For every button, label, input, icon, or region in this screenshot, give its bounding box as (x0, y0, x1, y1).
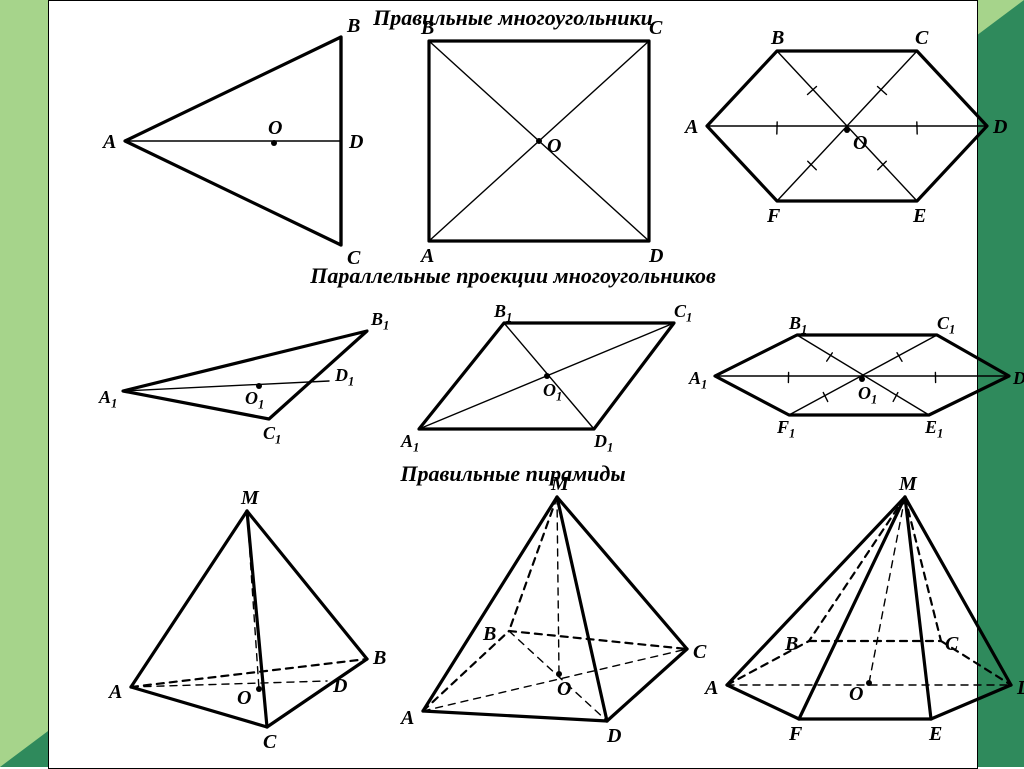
vertex-label: A (401, 707, 414, 730)
vertex-label: C (347, 247, 360, 270)
vertex-label: F1 (777, 417, 795, 442)
vertex-label: A (705, 677, 718, 700)
vertex-label: O (268, 117, 282, 140)
vertex-label: B (771, 27, 784, 50)
vertex-label: O (557, 678, 571, 701)
vertex-label: B (347, 15, 360, 38)
triangle-diagram (119, 31, 379, 251)
hexagon-projection-diagram (709, 321, 1019, 431)
vertex-label: D (993, 116, 1007, 139)
vertex-label: E1 (925, 417, 943, 442)
vertex-label: A1 (689, 368, 707, 393)
vertex-label: O1 (858, 383, 877, 408)
vertex-label: D1 (335, 365, 354, 390)
vertex-label: A (421, 245, 434, 268)
vertex-label: C (915, 27, 928, 50)
hexagonal-pyramid-diagram (719, 491, 1024, 751)
square-pyramid-diagram (409, 491, 709, 751)
vertex-label: O (547, 135, 561, 158)
square-diagram (409, 31, 669, 251)
vertex-label: D (607, 725, 621, 748)
vertex-label: B1 (789, 313, 807, 338)
vertex-label: B (373, 647, 386, 670)
triangular-pyramid-diagram (119, 501, 399, 751)
vertex-label: B1 (494, 301, 512, 326)
vertex-label: D1 (1013, 368, 1024, 393)
vertex-label: E (929, 723, 942, 746)
heading-projections: Параллельные проекции многоугольников (49, 263, 977, 289)
vertex-label: A1 (401, 431, 419, 456)
vertex-label: F (767, 205, 780, 228)
vertex-label: C (693, 641, 706, 664)
vertex-label: B (483, 623, 496, 646)
square-projection-diagram (409, 311, 689, 441)
heading-pyramids: Правильные пирамиды (49, 461, 977, 487)
vertex-label: M (551, 473, 569, 496)
vertex-label: B (421, 17, 434, 40)
vertex-label: C1 (263, 423, 281, 448)
vertex-label: M (899, 473, 917, 496)
vertex-label: C (263, 731, 276, 754)
vertex-label: D (349, 131, 363, 154)
hexagon-diagram (699, 31, 999, 231)
vertex-label: A (103, 131, 116, 154)
vertex-label: O (849, 683, 863, 706)
page: Правильные многоугольники Параллельные п… (48, 0, 978, 769)
vertex-label: D (1017, 677, 1024, 700)
vertex-label: D (333, 675, 347, 698)
vertex-label: F (789, 723, 802, 746)
vertex-label: C (649, 17, 662, 40)
vertex-label: O (853, 132, 867, 155)
vertex-label: A (685, 116, 698, 139)
heading-polygons: Правильные многоугольники (49, 5, 977, 31)
vertex-label: E (913, 205, 926, 228)
vertex-label: A (109, 681, 122, 704)
vertex-label: D (649, 245, 663, 268)
vertex-label: B1 (371, 309, 389, 334)
vertex-label: A1 (99, 387, 117, 412)
vertex-label: B (785, 633, 798, 656)
vertex-label: O1 (543, 380, 562, 405)
vertex-label: C (945, 633, 958, 656)
vertex-label: D1 (594, 431, 613, 456)
vertex-label: C1 (674, 301, 692, 326)
vertex-label: O1 (245, 388, 264, 413)
vertex-label: C1 (937, 313, 955, 338)
triangle-projection-diagram (119, 321, 399, 441)
vertex-label: M (241, 487, 259, 510)
vertex-label: O (237, 687, 251, 710)
